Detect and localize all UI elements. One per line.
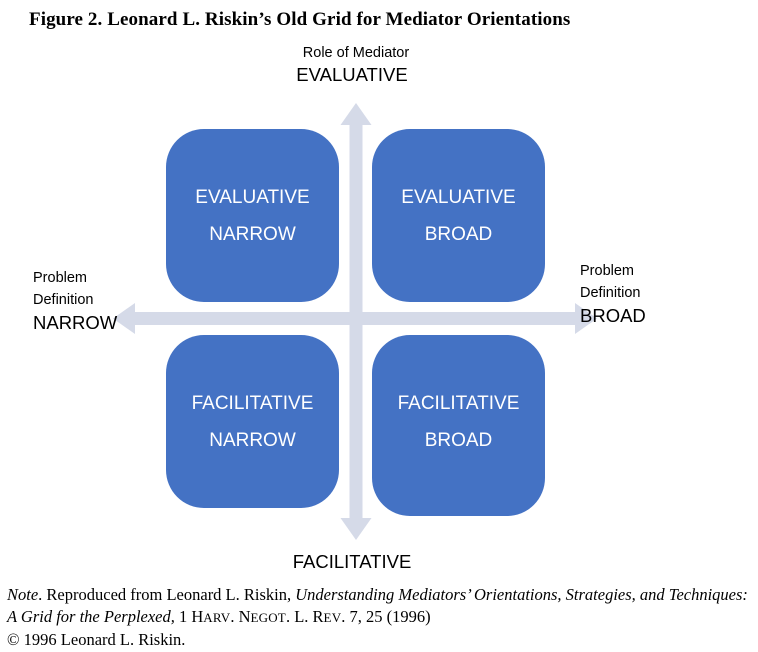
quadrant-evaluative-broad: EVALUATIVE BROAD <box>372 129 545 302</box>
note-citation-smallcaps: ARV <box>203 610 231 625</box>
quadrant-label-line: BROAD <box>424 223 493 245</box>
left-caption-line1: Problem <box>33 270 87 286</box>
quadrant-label-line: BROAD <box>424 429 493 451</box>
note-source-title-part2: Strategies, and Techniques: A Grid for t… <box>7 585 748 626</box>
quadrant-label-line: NARROW <box>209 223 296 245</box>
vertical-axis-arrow <box>340 103 372 540</box>
figure-note: Note. Reproduced from Leonard L. Riskin,… <box>7 584 757 651</box>
horizontal-axis-left-label: NARROW <box>33 312 118 333</box>
quadrant-evaluative-narrow: EVALUATIVE NARROW <box>166 129 339 302</box>
note-citation: 1 H <box>174 607 204 626</box>
left-caption-line2: Definition <box>33 292 94 308</box>
horizontal-axis-left-caption: Problem Definition NARROW <box>33 267 117 335</box>
vertical-axis-top-label: EVALUATIVE <box>296 64 408 85</box>
quadrant-label-line: FACILITATIVE <box>397 392 520 414</box>
note-citation: . 7, 25 (1996) <box>341 607 431 626</box>
quadrant-label-line: NARROW <box>209 429 296 451</box>
quadrant-facilitative-broad: FACILITATIVE BROAD <box>372 335 545 516</box>
note-citation-smallcaps: EV <box>323 610 342 625</box>
vertical-axis-caption: Role of Mediator <box>302 45 410 61</box>
right-caption-line1: Problem <box>580 263 634 279</box>
quadrant-label-line: FACILITATIVE <box>191 392 314 414</box>
note-citation-smallcaps: EGOT <box>250 610 286 625</box>
figure-title: Figure 2. Leonard L. Riskin’s Old Grid f… <box>29 9 571 30</box>
note-citation: . N <box>230 607 251 626</box>
quadrant-label-line: EVALUATIVE <box>401 186 516 208</box>
note-word-note: Note <box>7 585 39 604</box>
note-copyright: © 1996 Leonard L. Riskin. <box>7 630 186 649</box>
note-text: . Reproduced from Leonard L. Riskin, <box>38 585 296 604</box>
vertical-axis-bottom-label: FACILITATIVE <box>292 551 412 572</box>
right-caption-line2: Definition <box>580 285 641 301</box>
quadrant-label-line: EVALUATIVE <box>195 186 310 208</box>
horizontal-axis-arrow <box>113 303 597 334</box>
horizontal-axis-right-label: BROAD <box>580 305 646 326</box>
note-citation: . L. R <box>285 607 324 626</box>
note-source-title-part1: Understanding Mediators’ Orientations, <box>295 585 562 604</box>
horizontal-axis-right-caption: Problem Definition BROAD <box>580 260 646 328</box>
quadrant-facilitative-narrow: FACILITATIVE NARROW <box>166 335 339 508</box>
